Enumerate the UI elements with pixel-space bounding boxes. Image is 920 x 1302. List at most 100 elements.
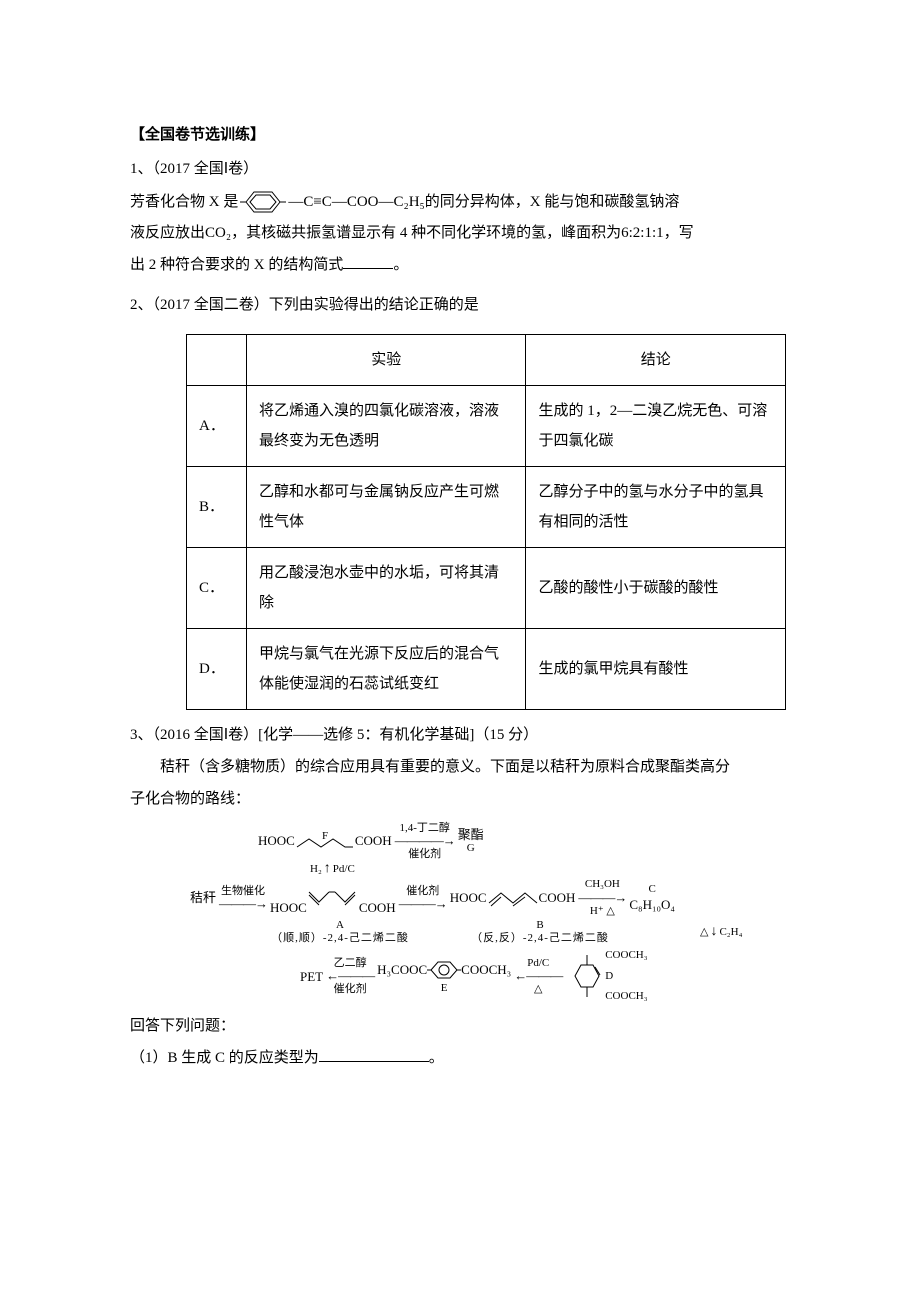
q1-formula-line: 芳香化合物 X 是 —C≡C—COO—C₂H₅ 的同分异构体，X 能与饱和碳酸氢… <box>130 186 790 218</box>
ab-top: 催化剂 <box>406 885 439 897</box>
q1-l2c: ，写 <box>664 225 694 241</box>
scheme-row-main: 秸秆 生物催化 ———→ HOOC COOH <box>190 878 790 916</box>
q2-label: 2、（2017 全国二卷）下列由实验得出的结论正确的是 <box>130 290 790 320</box>
q3-answer-header: 回答下列问题： <box>130 1011 790 1041</box>
f-label: F <box>322 831 328 842</box>
blank-field <box>319 1047 429 1062</box>
th-blank <box>187 335 247 386</box>
q3-1-end: 。 <box>429 1050 444 1066</box>
bc-tri: △ <box>606 905 614 917</box>
section-header: 【全国卷节选训练】 <box>130 120 790 150</box>
a-left: HOOC <box>270 900 307 916</box>
arrow-fg: 1,4-丁二醇 ————→ 催化剂 <box>395 822 455 860</box>
arrow-right-icon: ————→ <box>395 834 455 848</box>
g-label: G <box>467 842 475 855</box>
arrow-ab: 催化剂 ———→ <box>399 885 447 911</box>
cyclohexene-icon <box>565 949 605 1003</box>
arrow-left-icon: ←——— <box>326 969 374 983</box>
q1-pre: 芳香化合物 X 是 <box>130 187 238 217</box>
start-label: 秸秆 <box>190 890 216 906</box>
arrow-right-icon: ———→ <box>219 897 267 911</box>
q3-label: 3、（2016 全国Ⅰ卷）[化学——选修 5：有机化学基础]（15 分） <box>130 720 790 750</box>
arrow-bio: 生物催化 ———→ <box>219 885 267 911</box>
arrow-de: Pd/C ←——— △ <box>514 957 562 995</box>
q1-co2: CO₂ <box>205 225 231 241</box>
q1-l3: 出 2 种符合要求的 X 的结构简式 <box>130 257 343 273</box>
q1-l2b: ，其核磁共振氢谱显示有 4 种不同化学环境的氢，峰面积为 <box>231 225 621 241</box>
table-header-row: 实验 结论 <box>187 335 786 386</box>
c-formula: C₈H₁₀O₄ <box>629 897 675 913</box>
a-lbl: A <box>336 919 344 932</box>
a-name: （顺,顺）-2,4-己二烯二酸 <box>271 932 409 945</box>
q3-1-text: （1）B 生成 C 的反应类型为 <box>130 1050 319 1066</box>
bc-bot: H⁺ △ <box>590 905 615 917</box>
th-exp: 实验 <box>246 335 525 386</box>
q1-ratio: 6:2:1:1 <box>621 225 664 241</box>
b-lbl: B <box>536 919 543 932</box>
bc-top: CH₃OH <box>585 878 620 890</box>
arrow-left-icon: ←——— <box>514 969 562 983</box>
con-c: 乙酸的酸性小于碳酸的酸性 <box>526 548 786 629</box>
con-d: 生成的氯甲烷具有酸性 <box>526 629 786 710</box>
con-b: 乙醇分子中的氢与水分子中的氢具有相同的活性 <box>526 467 786 548</box>
q1-formula-tail: —C≡C—COO—C₂H₅ <box>288 187 424 217</box>
arrow-up-icon: ↑ <box>324 862 331 876</box>
scheme-row-fg: HOOC F COOH 1,4-丁二醇 ————→ 催化剂 聚酯 G <box>258 822 790 860</box>
d-bot: COOCH₃ <box>605 990 647 1003</box>
q3-sub1: （1）B 生成 C 的反应类型为 。 <box>130 1043 790 1073</box>
exp-b: 乙醇和水都可与金属钠反应产生可燃性气体 <box>246 467 525 548</box>
e-left: H₃COOC <box>377 962 427 978</box>
arrow-down-icon: ↓ <box>710 925 717 939</box>
table-row: C． 用乙酸浸泡水壶中的水垢，可将其清除 乙酸的酸性小于碳酸的酸性 <box>187 548 786 629</box>
diene-cis-icon <box>307 886 359 910</box>
con-a: 生成的 1，2—二溴乙烷无色、可溶于四氯化碳 <box>526 386 786 467</box>
chain-icon: F <box>295 831 355 851</box>
exp-c: 用乙酸浸泡水壶中的水垢，可将其清除 <box>246 548 525 629</box>
e-right: COOCH₃ <box>461 962 511 978</box>
q3-intro2: 子化合物的路线： <box>130 784 790 814</box>
table-row: A． 将乙烯通入溴的四氯化碳溶液，溶液最终变为无色透明 生成的 1，2—二溴乙烷… <box>187 386 786 467</box>
exp-a: 将乙烯通入溴的四氯化碳溶液，溶液最终变为无色透明 <box>246 386 525 467</box>
scheme-row-up: H₂ ↑ Pd/C <box>310 862 790 876</box>
bio-label: 生物催化 <box>221 885 265 897</box>
q1-post: 的同分异构体，X 能与饱和碳酸氢钠溶 <box>425 187 680 217</box>
bc-hplus: H⁺ <box>590 905 604 917</box>
arrow-right-icon: ———→ <box>578 891 626 905</box>
benzene-small-icon <box>427 958 461 982</box>
opt-a: A． <box>187 386 247 467</box>
reaction-scheme: HOOC F COOH 1,4-丁二醇 ————→ 催化剂 聚酯 G H₂ ↑ … <box>190 822 790 1003</box>
benzene-icon <box>240 186 286 218</box>
cd-side: C₂H₄ <box>719 926 742 939</box>
e-lbl: E <box>441 982 448 995</box>
a-right: COOH <box>359 900 396 916</box>
opt-b: B． <box>187 467 247 548</box>
q1-label: 1、（2017 全国Ⅰ卷） <box>130 154 790 184</box>
exp-d: 甲烷与氯气在光源下反应后的混合气体能使湿润的石蕊试纸变红 <box>246 629 525 710</box>
de-tri: △ <box>534 983 542 995</box>
blank-field <box>343 254 393 269</box>
d-lbl: D <box>605 970 647 983</box>
pet-label: PET <box>300 969 323 985</box>
g-text: 聚酯 <box>458 827 484 843</box>
opt-c: C． <box>187 548 247 629</box>
b-right: COOH <box>539 890 576 906</box>
arrow-ep: 乙二醇 ←——— 催化剂 <box>326 957 374 995</box>
f-right: COOH <box>355 833 392 849</box>
q1-l3e: 。 <box>393 257 408 273</box>
arrow-right-icon: ———→ <box>399 897 447 911</box>
c-lbl: C <box>649 883 656 896</box>
q1-line2: 液反应放出CO₂，其核磁共振氢谱显示有 4 种不同化学环境的氢，峰面积为6:2:… <box>130 218 790 248</box>
q3-intro1: 秸秆（含多糖物质）的综合应用具有重要的意义。下面是以秸秆为原料合成聚酯类高分 <box>130 752 790 782</box>
th-con: 结论 <box>526 335 786 386</box>
table-row: D． 甲烷与氯气在光源下反应后的混合气体能使湿润的石蕊试纸变红 生成的氯甲烷具有… <box>187 629 786 710</box>
cd-tri: △ <box>700 926 708 939</box>
q1-l2a: 液反应放出 <box>130 225 205 241</box>
diene-trans-icon <box>487 887 539 909</box>
h2-label: H₂ <box>310 863 322 876</box>
scheme-row-sublabels: A （顺,顺）-2,4-己二烯二酸 B （反,反）-2,4-己二烯二酸 △ ↓ … <box>260 919 790 945</box>
b-left: HOOC <box>450 890 487 906</box>
b-name: （反,反）-2,4-己二烯二酸 <box>471 932 609 945</box>
q2-table: 实验 结论 A． 将乙烯通入溴的四氯化碳溶液，溶液最终变为无色透明 生成的 1，… <box>186 334 786 710</box>
page: 【全国卷节选训练】 1、（2017 全国Ⅰ卷） 芳香化合物 X 是 —C≡C—C… <box>0 0 920 1135</box>
fg-bot: 催化剂 <box>408 848 441 860</box>
